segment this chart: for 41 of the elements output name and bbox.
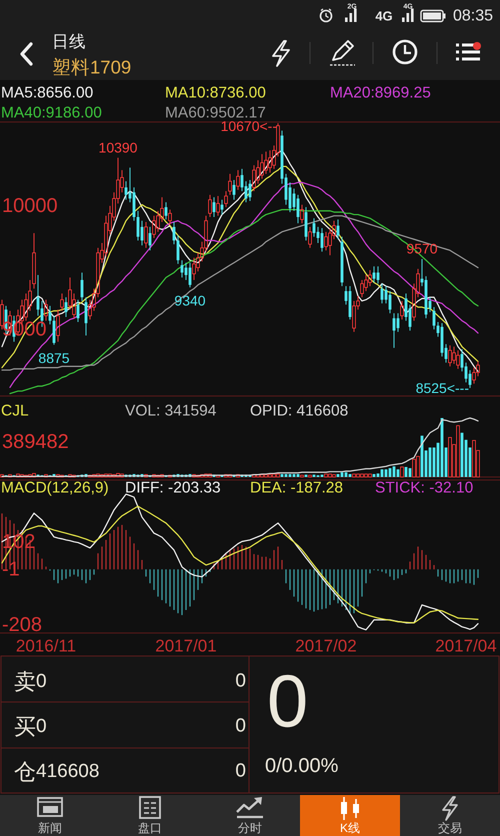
text: 卖0: [14, 668, 47, 694]
text: 盘口: [138, 821, 162, 835]
text: 4G: [375, 8, 393, 24]
text: 0: [235, 760, 246, 782]
text: 新闻: [38, 821, 62, 835]
text: MA10:8736.00: [165, 84, 266, 102]
text: MA20:8969.25: [330, 84, 431, 102]
text: DEA: -187.28: [250, 480, 344, 496]
text: K线: [340, 821, 360, 835]
x-tick-label: 2017/02: [295, 636, 357, 656]
y-tick-label: -208: [2, 614, 42, 636]
y-tick-label: 10000: [2, 194, 58, 217]
x-tick-label: 2017/04: [435, 636, 497, 656]
text: 塑料1709: [52, 56, 132, 78]
y-tick-label: -1: [2, 558, 20, 581]
text: 分时: [238, 821, 262, 835]
chart-title: CJL: [1, 402, 29, 420]
annotation: 10390: [98, 139, 138, 156]
text: 0/0.00%: [265, 755, 339, 777]
text: MA5:8656.00: [1, 84, 94, 102]
text: 0: [235, 716, 246, 736]
annotation: OPID: 416608: [250, 402, 348, 420]
text: 0: [235, 670, 246, 692]
text: 交易: [438, 821, 462, 835]
annotation: STICK: -32.10: [375, 480, 474, 496]
text: 日线: [52, 33, 86, 51]
text: 0: [36, 716, 47, 736]
annotation: 389482: [2, 431, 69, 453]
x-tick-label: 2016/11: [16, 636, 76, 656]
annotation: 9340: [174, 292, 206, 308]
x-tick-label: 2017/01: [155, 636, 217, 656]
chart-title: MACD(12,26,9): [1, 480, 109, 496]
text: 0: [267, 660, 308, 742]
text: 08:35: [452, 8, 494, 24]
text: MA40:9186.00: [1, 104, 102, 122]
text: 仓416608: [14, 758, 100, 784]
annotation: 8875: [38, 350, 70, 366]
annotation: VOL: 341594: [125, 402, 217, 420]
text: 买: [14, 714, 36, 738]
annotation: 8525<---: [416, 380, 470, 396]
series-label: DIFF: -203.33: [125, 480, 221, 496]
